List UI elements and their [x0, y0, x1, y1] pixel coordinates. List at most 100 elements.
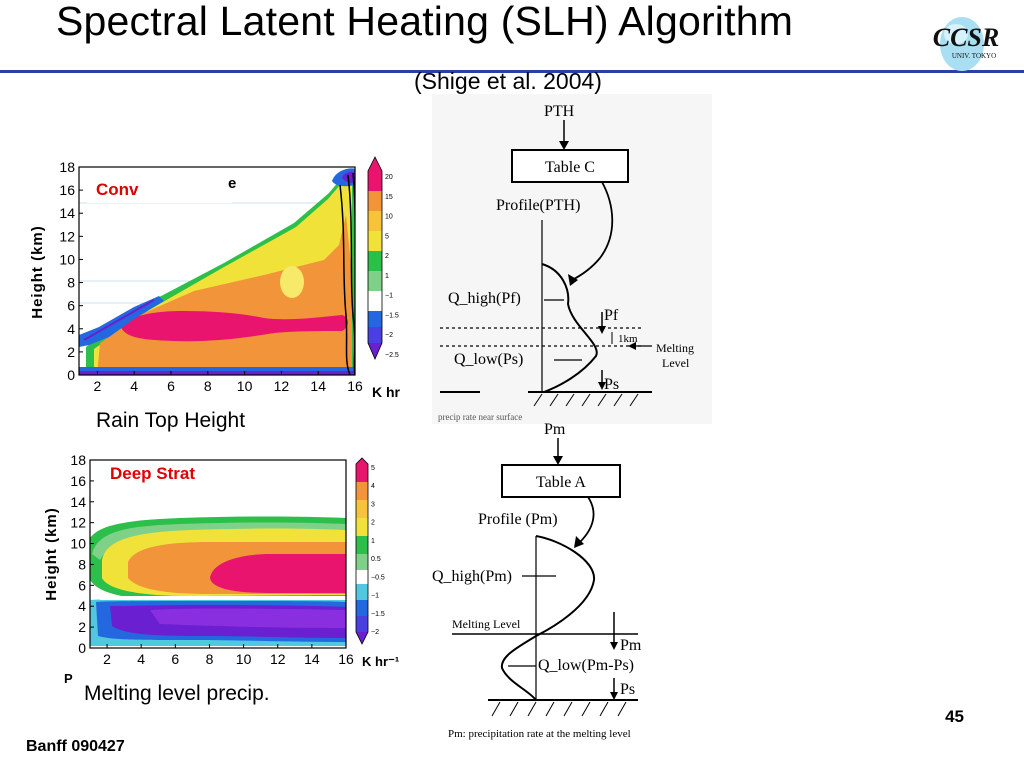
strat-magenta-core	[210, 554, 346, 593]
strat-panel-label: Deep Strat	[110, 464, 195, 483]
conv-axes-frame	[78, 166, 356, 376]
conv-y-tick-label: 4	[67, 321, 75, 337]
conv-x-tick-label: 4	[130, 378, 138, 394]
strat-y-tick-label: 16	[70, 473, 86, 489]
conv-units: K hr	[372, 384, 401, 400]
conv-y-tick-label: 8	[67, 275, 75, 291]
table-c-diagram: PTH Table C Profile(PTH) Q_high(Pf) Pf 1…	[432, 94, 712, 424]
strat-colorbar-tick: 5	[371, 465, 375, 472]
conv-colorbar	[367, 156, 383, 360]
strat-y-axis-label: Height (km)	[43, 507, 60, 601]
conv-colorbar-tick: 10	[385, 214, 393, 221]
strat-colorbar-tick: 4	[371, 483, 375, 490]
melting-level-label: Melting Level	[452, 617, 521, 631]
conv-colorbar-tick: −2	[385, 332, 393, 339]
strat-y-ticks: 0 2 4 6 8 10 12 14 16 18	[70, 452, 94, 656]
strat-x-tick-label: 12	[270, 651, 286, 667]
q-low-pm-ps-label: Q_low(Pm-Ps)	[538, 657, 634, 674]
strat-x-tick-label: 14	[304, 651, 320, 667]
strat-x-tick-label: 10	[236, 651, 252, 667]
strat-x-tick-label: 2	[103, 651, 111, 667]
table-a-diagram: Pm Table A Profile (Pm) Q_high(Pm) Melti…	[432, 421, 642, 740]
q-high-pf-label: Q_high(Pf)	[448, 290, 521, 307]
conv-x-tick-label: 8	[204, 378, 212, 394]
title-rule	[0, 70, 1024, 73]
conv-x-tick-label: 6	[167, 378, 175, 394]
strat-colorbar-tick: 0.5	[371, 556, 381, 563]
conv-colorbar-tick: −2.5	[385, 352, 399, 359]
conv-colorbar-tick: 20	[385, 174, 393, 181]
table-a-label: Table A	[536, 474, 586, 491]
logo-subtext: UNIV. TOKYO	[952, 52, 996, 60]
pm-label: Pm	[620, 637, 642, 654]
table-c-input: PTH	[544, 103, 575, 120]
strat-x-tick-label: 16	[338, 651, 354, 667]
conv-partial-label: e	[228, 175, 236, 192]
pf-label: Pf	[604, 307, 619, 324]
conv-magenta-core	[120, 311, 348, 342]
conv-colorbar-tick: −1.5	[385, 312, 399, 319]
strat-y-tick-label: 10	[70, 536, 86, 552]
strat-y-tick-label: 0	[78, 640, 86, 656]
ps-label-a: Ps	[620, 681, 635, 698]
table-a-profile: Profile (Pm)	[478, 511, 558, 528]
conv-y-tick-label: 0	[67, 367, 75, 383]
conv-x-tick-label: 12	[274, 378, 290, 394]
strat-axes-frame	[89, 459, 347, 649]
strat-left-char: P	[64, 671, 73, 685]
table-a-input: Pm	[544, 421, 566, 438]
strat-colorbar	[355, 457, 369, 645]
slide-number: 45	[945, 707, 964, 726]
conv-blue-band	[79, 296, 164, 347]
conv-y-tick-label: 2	[67, 344, 75, 360]
conv-colorbar-ticks: 20 15 10 5 2 1 −1 −1.5 −2 −2.5	[385, 174, 399, 359]
q-low-ps-label: Q_low(Ps)	[454, 351, 523, 368]
conv-panel-label: Conv	[96, 180, 139, 199]
strat-x-tick-label: 6	[171, 651, 179, 667]
strat-y-tick-label: 18	[70, 452, 86, 468]
caption-rain-top-height: Rain Top Height	[96, 409, 246, 432]
table-c-box	[511, 149, 629, 183]
q-high-pm-label: Q_high(Pm)	[432, 568, 512, 585]
conv-x-tick-label: 2	[94, 378, 102, 394]
footer-text: Banff 090427	[26, 738, 125, 755]
melting-label-1: Melting	[656, 341, 694, 355]
strat-x-tick-label: 8	[206, 651, 214, 667]
table-a-box	[501, 464, 621, 498]
slide-subtitle: (Shige et al. 2004)	[414, 68, 602, 94]
conv-x-tick-label: 10	[237, 378, 253, 394]
conv-y-tick-label: 10	[59, 251, 75, 267]
conv-colorbar-tick: 1	[385, 273, 389, 280]
conv-y-tick-label: 18	[59, 159, 75, 175]
melting-label-2: Level	[662, 356, 690, 370]
caption-melting-level-precip: Melting level precip.	[84, 682, 270, 705]
conv-colorbar-tick: 2	[385, 253, 389, 260]
conv-x-tick-label: 16	[347, 378, 363, 394]
ps-label-c: Ps	[604, 376, 619, 393]
strat-colorbar-tick: −0.5	[371, 574, 385, 581]
strat-x-ticks: 2 4 6 8 10 12 14 16	[103, 644, 354, 667]
conv-x-tick-label: 14	[310, 378, 326, 394]
strat-colorbar-tick: −1.5	[371, 611, 385, 618]
table-c-label: Table C	[545, 159, 595, 176]
conv-y-tick-label: 16	[59, 182, 75, 198]
conv-colorbar-tick: 5	[385, 233, 389, 240]
strat-colorbar-tick: 3	[371, 501, 375, 508]
strat-y-tick-label: 4	[78, 598, 86, 614]
conv-x-ticks: 2 4 6 8 10 12 14 16	[94, 371, 363, 394]
strat-colorbar-tick: −2	[371, 629, 379, 636]
conv-colorbar-tick: 15	[385, 194, 393, 201]
strat-y-tick-label: 6	[78, 577, 86, 593]
strat-y-tick-label: 8	[78, 556, 86, 572]
strat-y-tick-label: 2	[78, 619, 86, 635]
strat-y-tick-label: 14	[70, 494, 86, 510]
logo-text: CCSR	[933, 23, 1000, 52]
strat-units: K hr⁻¹	[362, 654, 399, 669]
bottom-fragment: precip rate near surface	[438, 412, 522, 422]
conv-y-ticks: 0 2 4 6 8 10 12 14 16 18	[59, 159, 83, 383]
strat-colorbar-tick: −1	[371, 593, 379, 600]
conv-y-axis-label: Height (km)	[29, 225, 46, 319]
conv-y-tick-label: 14	[59, 205, 75, 221]
ccsr-logo: CCSR UNIV. TOKYO	[933, 17, 1000, 71]
